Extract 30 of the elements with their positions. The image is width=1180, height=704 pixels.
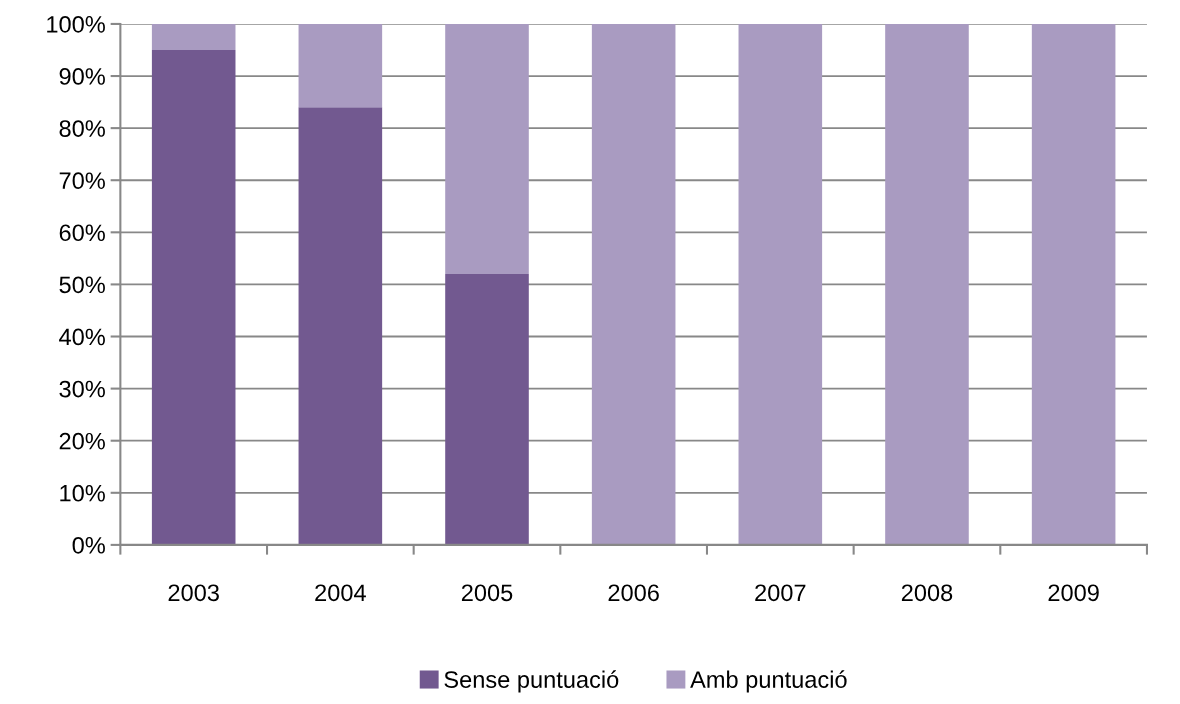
bar — [298, 23, 383, 108]
x-tick-label: 2003 — [168, 584, 219, 602]
x-tick-label: 2007 — [755, 584, 806, 602]
x-tick-label: 2006 — [608, 584, 659, 602]
bar — [1031, 23, 1116, 545]
y-tick-label: 100% — [47, 16, 105, 33]
x-tick-label: 2008 — [901, 584, 953, 602]
legend-label: Amb puntuació — [690, 670, 847, 693]
x-tick-label: 2005 — [461, 584, 513, 602]
y-tick-label: 30% — [59, 380, 105, 398]
bar — [298, 107, 383, 545]
y-tick-label: 80% — [59, 120, 105, 137]
y-tick-label: 70% — [59, 172, 105, 190]
bar — [445, 23, 529, 274]
bar — [591, 23, 676, 545]
legend-label: Sense puntuació — [444, 670, 619, 693]
bar — [445, 274, 529, 545]
bar — [885, 23, 969, 545]
y-tick-label: 0% — [72, 536, 105, 554]
y-tick-label: 10% — [60, 484, 105, 502]
x-tick-label: 2004 — [315, 584, 366, 602]
bar — [738, 23, 823, 545]
bar — [151, 49, 236, 545]
x-tick-label: 2009 — [1048, 584, 1099, 602]
y-tick-label: 50% — [59, 276, 105, 294]
y-tick-label: 90% — [59, 68, 105, 85]
y-tick-label: 20% — [59, 432, 105, 450]
y-tick-label: 40% — [59, 328, 105, 346]
bar — [151, 23, 236, 50]
y-tick-label: 60% — [59, 224, 105, 242]
